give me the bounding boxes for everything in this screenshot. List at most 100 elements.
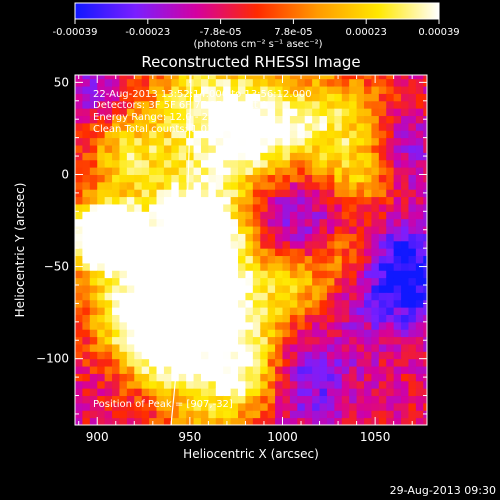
heatmap-cell bbox=[297, 240, 306, 249]
heatmap-cell bbox=[408, 402, 417, 411]
heatmap-cell bbox=[401, 351, 409, 360]
heatmap-cell bbox=[104, 388, 113, 397]
heatmap-cell bbox=[415, 255, 424, 264]
heatmap-cell bbox=[82, 218, 91, 227]
heatmap-cell bbox=[149, 314, 158, 323]
heatmap-cell bbox=[349, 174, 358, 183]
heatmap-cell bbox=[156, 380, 165, 389]
heatmap-cell bbox=[163, 174, 172, 183]
heatmap-cell bbox=[334, 211, 343, 220]
heatmap-cell bbox=[289, 86, 298, 94]
heatmap-cell bbox=[119, 277, 128, 286]
heatmap-cell bbox=[126, 373, 135, 382]
heatmap-cell bbox=[356, 336, 365, 345]
heatmap-cell bbox=[230, 366, 239, 374]
heatmap-cell bbox=[186, 380, 195, 389]
heatmap-cell bbox=[186, 402, 195, 411]
heatmap-cell bbox=[97, 196, 106, 205]
heatmap-cell bbox=[156, 285, 165, 293]
heatmap-cell bbox=[112, 373, 120, 382]
heatmap-cell bbox=[267, 388, 276, 397]
heatmap-cell bbox=[282, 130, 291, 139]
heatmap-cell bbox=[334, 314, 343, 323]
heatmap-cell bbox=[341, 299, 350, 308]
heatmap-cell bbox=[245, 292, 254, 301]
heatmap-cell bbox=[326, 152, 335, 161]
heatmap-cell bbox=[393, 78, 402, 87]
heatmap-cell bbox=[230, 373, 239, 382]
heatmap-cell bbox=[267, 159, 276, 168]
heatmap-cell bbox=[89, 93, 98, 102]
heatmap-cell bbox=[134, 203, 143, 212]
heatmap-cell bbox=[393, 358, 402, 367]
heatmap-cell bbox=[341, 226, 350, 234]
heatmap-cell bbox=[119, 410, 128, 419]
heatmap-cell bbox=[304, 351, 313, 360]
heatmap-cell bbox=[386, 211, 395, 220]
heatmap-cell bbox=[134, 137, 143, 146]
heatmap-cell bbox=[326, 410, 335, 419]
heatmap-cell bbox=[341, 137, 350, 146]
heatmap-cell bbox=[364, 307, 372, 315]
heatmap-cell bbox=[141, 211, 150, 220]
heatmap-cell bbox=[238, 307, 246, 315]
heatmap-cell bbox=[230, 343, 239, 352]
heatmap-cell bbox=[275, 321, 283, 330]
heatmap-cell bbox=[371, 307, 380, 315]
heatmap-cell bbox=[364, 395, 372, 404]
heatmap-cell bbox=[186, 299, 195, 308]
heatmap-cell bbox=[245, 189, 254, 198]
heatmap-cell bbox=[275, 358, 283, 367]
heatmap-cell bbox=[134, 299, 143, 308]
heatmap-cell bbox=[326, 203, 335, 212]
heatmap-cell bbox=[193, 358, 202, 367]
heatmap-cell bbox=[401, 248, 409, 257]
heatmap-cell bbox=[415, 292, 424, 301]
heatmap-cell bbox=[386, 329, 395, 338]
heatmap-cell bbox=[149, 388, 158, 397]
heatmap-cell bbox=[230, 262, 239, 271]
x-tick-label: 950 bbox=[178, 430, 201, 444]
heatmap-cell bbox=[408, 78, 417, 87]
heatmap-cell bbox=[282, 240, 291, 249]
heatmap-cell bbox=[423, 285, 427, 293]
heatmap-cell bbox=[208, 145, 217, 153]
heatmap-cell bbox=[319, 240, 328, 249]
heatmap-cell bbox=[267, 358, 276, 367]
heatmap-cell bbox=[312, 388, 321, 397]
heatmap-cell bbox=[82, 122, 91, 131]
heatmap-cell bbox=[364, 100, 372, 109]
heatmap-cell bbox=[252, 181, 261, 190]
heatmap-cell bbox=[371, 152, 380, 161]
heatmap-cell bbox=[275, 373, 283, 382]
heatmap-cell bbox=[245, 218, 254, 227]
heatmap-cell bbox=[82, 285, 91, 293]
heatmap-cell bbox=[156, 292, 165, 301]
heatmap-cell bbox=[378, 75, 387, 80]
heatmap-cell bbox=[104, 373, 113, 382]
heatmap-cell bbox=[163, 402, 172, 411]
heatmap-cell bbox=[89, 373, 98, 382]
heatmap-cell bbox=[163, 314, 172, 323]
heatmap-cell bbox=[334, 402, 343, 411]
heatmap-cell bbox=[186, 174, 195, 183]
heatmap-cell bbox=[289, 336, 298, 345]
heatmap-cell bbox=[208, 86, 217, 94]
heatmap-cell bbox=[126, 410, 135, 419]
heatmap-cell bbox=[171, 218, 180, 227]
heatmap-cell bbox=[378, 277, 387, 286]
heatmap-cell bbox=[386, 137, 395, 146]
heatmap-cell bbox=[178, 373, 187, 382]
heatmap-cell bbox=[178, 343, 187, 352]
heatmap-cell bbox=[149, 78, 158, 87]
heatmap-cell bbox=[119, 358, 128, 367]
heatmap-cell bbox=[245, 233, 254, 242]
heatmap-cell bbox=[149, 211, 158, 220]
heatmap-cell bbox=[112, 285, 120, 293]
heatmap-cell bbox=[89, 270, 98, 279]
heatmap-cell bbox=[267, 329, 276, 338]
heatmap-cell bbox=[126, 343, 135, 352]
heatmap-cell bbox=[75, 358, 83, 367]
heatmap-cell bbox=[260, 270, 269, 279]
heatmap-cell bbox=[119, 159, 128, 168]
